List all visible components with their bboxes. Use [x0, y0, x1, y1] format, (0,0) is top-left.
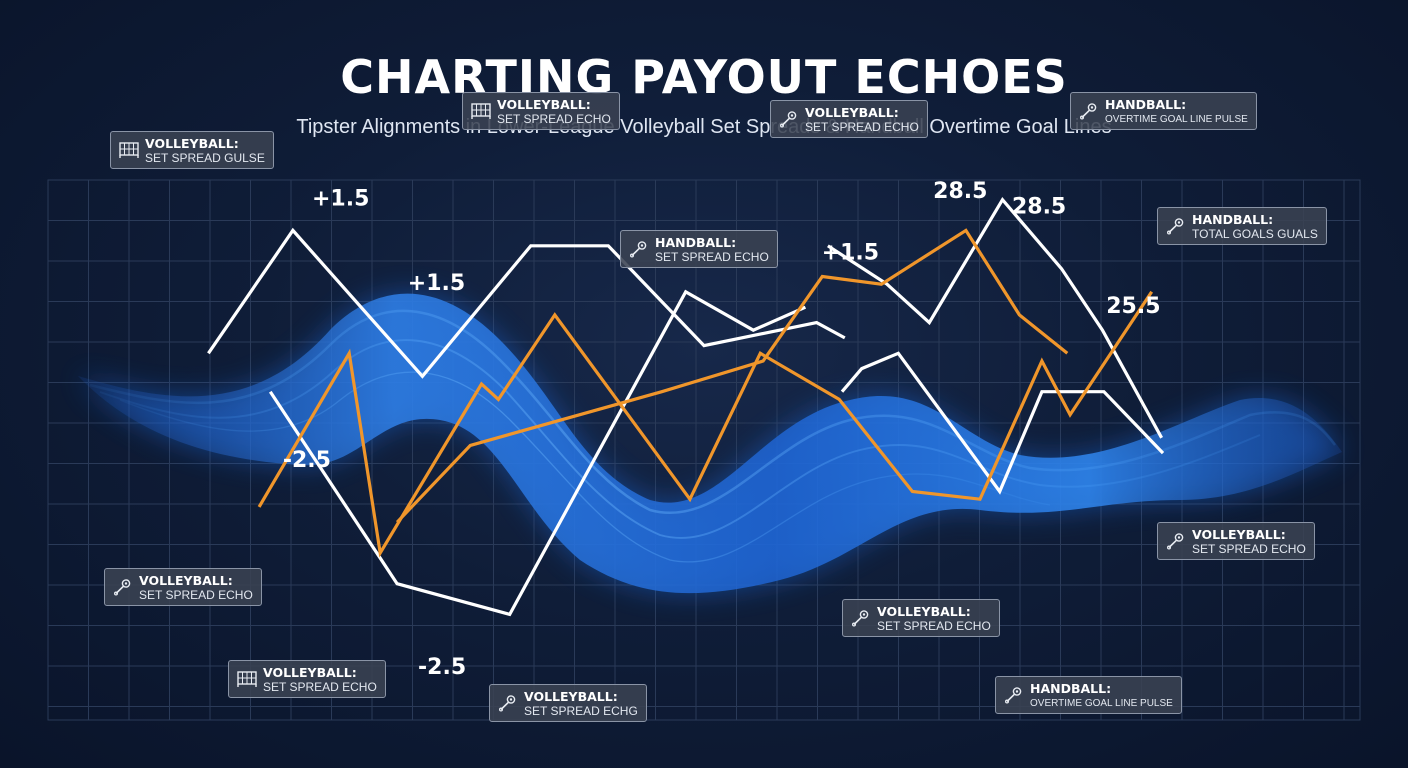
- annotation-sport: VOLLEYBALL:: [139, 573, 233, 588]
- annotation-text: OVERTIME GOAL LINE PULSE: [1030, 698, 1173, 709]
- annotation-sport: HANDBALL:: [655, 235, 737, 250]
- annotation-tag: VOLLEYBALL: SET SPREAD ECHO: [770, 100, 928, 138]
- annotation-tag: VOLLEYBALL: SET SPREAD ECHO: [462, 92, 620, 130]
- annotation-tag: HANDBALL: OVERTIME GOAL LINE PULSE: [1070, 92, 1257, 130]
- annotation-text: OVERTIME GOAL LINE PULSE: [1105, 114, 1248, 125]
- value-label: +1.5: [408, 271, 465, 296]
- annotation-tag: VOLLEYBALL: SET SPREAD ECHO: [228, 660, 386, 698]
- whistle-icon: [113, 578, 133, 596]
- annotation-text: TOTAL GOALS GUALS: [1192, 227, 1318, 241]
- annotation-tag: VOLLEYBALL: SET SPREAD ECHG: [489, 684, 647, 722]
- annotation-text: SET SPREAD ECHO: [497, 112, 611, 126]
- whistle-icon: [1166, 217, 1186, 235]
- wave-ribbon: [78, 293, 1342, 594]
- orange-series-line-5: [257, 290, 1154, 558]
- white-series-line-1: [207, 227, 846, 379]
- page-title: CHARTING PAYOUT ECHOES: [340, 50, 1068, 104]
- annotation-text: SET SPREAD ECHO: [263, 680, 377, 694]
- whistle-icon: [1166, 532, 1186, 550]
- annotation-text: SET SPREAD ECHO: [877, 619, 991, 633]
- volleyball-net-icon: [471, 102, 491, 120]
- annotation-sport: HANDBALL:: [1192, 212, 1274, 227]
- annotation-sport: VOLLEYBALL:: [805, 105, 899, 120]
- annotation-sport: VOLLEYBALL:: [877, 604, 971, 619]
- wave-body: [78, 293, 1342, 594]
- value-labels: +1.5 +1.5 +1.5 -2.5 -2.5 28.5 28.5 25.5: [283, 179, 1161, 680]
- annotation-sport: HANDBALL:: [1105, 97, 1187, 112]
- value-label: -2.5: [283, 448, 331, 473]
- annotation-tag: VOLLEYBALL: SET SPREAD ECHO: [842, 599, 1000, 637]
- annotation-text: SET SPREAD ECHG: [524, 704, 638, 718]
- annotation-sport: VOLLEYBALL:: [145, 136, 239, 151]
- white-series-line-4: [827, 196, 1164, 439]
- whistle-icon: [498, 694, 518, 712]
- orange-series-line-6: [395, 228, 1069, 524]
- annotation-text: SET SPREAD GULSE: [145, 151, 265, 165]
- annotation-tag: HANDBALL: TOTAL GOALS GUALS: [1157, 207, 1327, 245]
- annotation-tag: VOLLEYBALL: SET SPREAD GULSE: [110, 131, 274, 169]
- annotation-text: SET SPREAD ECHO: [655, 250, 769, 264]
- series-lines: [207, 196, 1165, 617]
- annotation-sport: VOLLEYBALL:: [263, 665, 357, 680]
- wave-streak: [89, 309, 1336, 515]
- annotation-text: SET SPREAD ECHO: [1192, 542, 1306, 556]
- value-label: +1.5: [312, 187, 369, 212]
- value-label: 25.5: [1106, 294, 1160, 319]
- annotation-tag: VOLLEYBALL: SET SPREAD ECHO: [104, 568, 262, 606]
- annotation-tag: HANDBALL: SET SPREAD ECHO: [620, 230, 778, 268]
- value-label: +1.5: [822, 240, 879, 265]
- value-label: 28.5: [1012, 194, 1066, 219]
- whistle-icon: [779, 110, 799, 128]
- white-series-line-3: [840, 351, 1165, 495]
- value-label: -2.5: [418, 655, 466, 680]
- white-series-line-2: [268, 289, 807, 617]
- annotation-text: SET SPREAD ECHO: [805, 120, 919, 134]
- annotation-sport: VOLLEYBALL:: [524, 689, 618, 704]
- value-label: 28.5: [933, 179, 987, 204]
- annotation-sport: HANDBALL:: [1030, 681, 1112, 696]
- whistle-icon: [629, 240, 649, 258]
- wave-streak: [99, 339, 1261, 539]
- whistle-icon: [1079, 102, 1099, 120]
- annotation-sport: VOLLEYBALL:: [1192, 527, 1286, 542]
- plot-frame: [47, 179, 1361, 721]
- annotation-sport: VOLLEYBALL:: [497, 97, 591, 112]
- volleyball-net-icon: [237, 670, 257, 688]
- annotation-text: SET SPREAD ECHO: [139, 588, 253, 602]
- annotation-tag: VOLLEYBALL: SET SPREAD ECHO: [1157, 522, 1315, 560]
- whistle-icon: [1004, 686, 1024, 704]
- volleyball-net-icon: [119, 141, 139, 159]
- whistle-icon: [851, 609, 871, 627]
- annotation-tag: HANDBALL: OVERTIME GOAL LINE PULSE: [995, 676, 1182, 714]
